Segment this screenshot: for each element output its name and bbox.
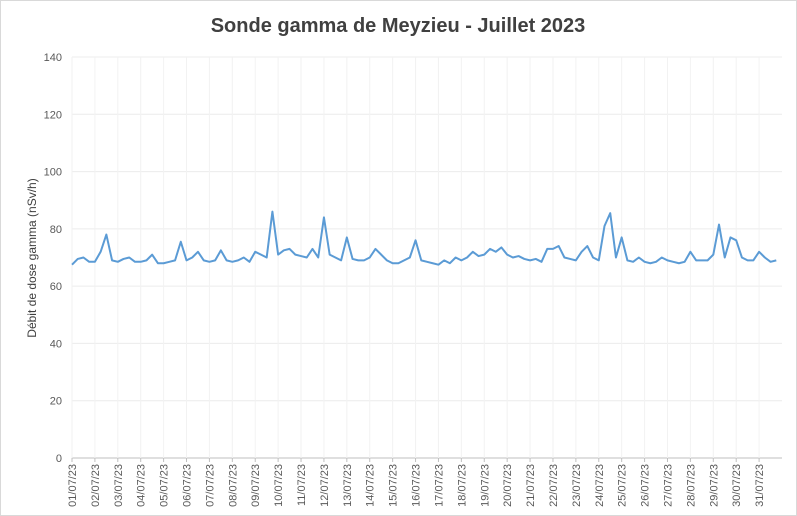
x-tick-label: 23/07/23 (571, 464, 583, 507)
x-tick-label: 09/07/23 (250, 464, 262, 507)
x-tick-label: 28/07/23 (685, 464, 697, 507)
y-tick-label: 60 (50, 281, 62, 293)
x-tick-label: 30/07/23 (731, 464, 743, 507)
x-tick-label: 17/07/23 (433, 464, 445, 507)
y-tick-label: 0 (56, 453, 62, 465)
x-tick-label: 14/07/23 (365, 464, 377, 507)
x-tick-label: 15/07/23 (388, 464, 400, 507)
x-tick-label: 12/07/23 (319, 464, 331, 507)
x-tick-label: 21/07/23 (525, 464, 537, 507)
x-tick-label: 08/07/23 (227, 464, 239, 507)
y-tick-label: 140 (44, 52, 62, 64)
x-tick-label: 24/07/23 (594, 464, 606, 507)
x-tick-label: 19/07/23 (479, 464, 491, 507)
x-tick-label: 05/07/23 (159, 464, 171, 507)
x-tick-label: 22/07/23 (548, 464, 560, 507)
x-tick-label: 01/07/23 (67, 464, 79, 507)
x-tick-label: 11/07/23 (296, 464, 308, 506)
y-tick-label: 20 (50, 396, 62, 408)
x-tick-label: 02/07/23 (90, 464, 102, 507)
x-tick-label: 18/07/23 (456, 464, 468, 507)
x-tick-label: 16/07/23 (411, 464, 423, 507)
x-tick-label: 07/07/23 (204, 464, 216, 507)
y-tick-label: 120 (44, 109, 62, 121)
x-tick-label: 25/07/23 (617, 464, 629, 507)
x-tick-label: 26/07/23 (640, 464, 652, 507)
y-axis-label: Débit de dose gamma (nSv/h) (25, 178, 39, 337)
x-tick-label: 31/07/23 (754, 464, 766, 507)
x-tick-label: 29/07/23 (708, 464, 720, 507)
x-tick-label: 13/07/23 (342, 464, 354, 507)
y-tick-label: 40 (50, 338, 62, 350)
chart-title: Sonde gamma de Meyzieu - Juillet 2023 (211, 15, 586, 37)
y-tick-label: 100 (44, 167, 62, 179)
x-tick-label: 20/07/23 (502, 464, 514, 507)
x-tick-label: 04/07/23 (136, 464, 148, 507)
x-tick-label: 27/07/23 (662, 464, 674, 507)
x-tick-label: 03/07/23 (113, 464, 125, 507)
x-tick-label: 06/07/23 (182, 464, 194, 507)
x-tick-label: 10/07/23 (273, 464, 285, 507)
data-line (71, 210, 777, 266)
y-tick-label: 80 (50, 224, 62, 236)
